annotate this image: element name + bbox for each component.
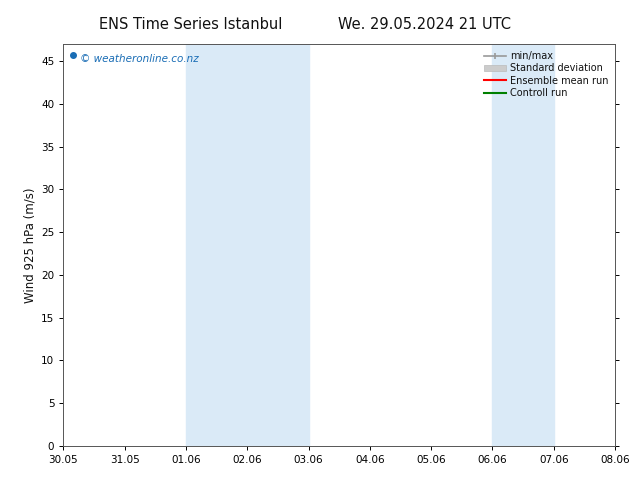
Text: © weatheronline.co.nz: © weatheronline.co.nz [80,54,198,64]
Legend: min/max, Standard deviation, Ensemble mean run, Controll run: min/max, Standard deviation, Ensemble me… [482,49,610,100]
Y-axis label: Wind 925 hPa (m/s): Wind 925 hPa (m/s) [24,187,37,303]
Bar [493,44,553,446]
Text: ENS Time Series Istanbul: ENS Time Series Istanbul [98,17,282,32]
Bar [186,44,309,446]
Text: We. 29.05.2024 21 UTC: We. 29.05.2024 21 UTC [339,17,511,32]
